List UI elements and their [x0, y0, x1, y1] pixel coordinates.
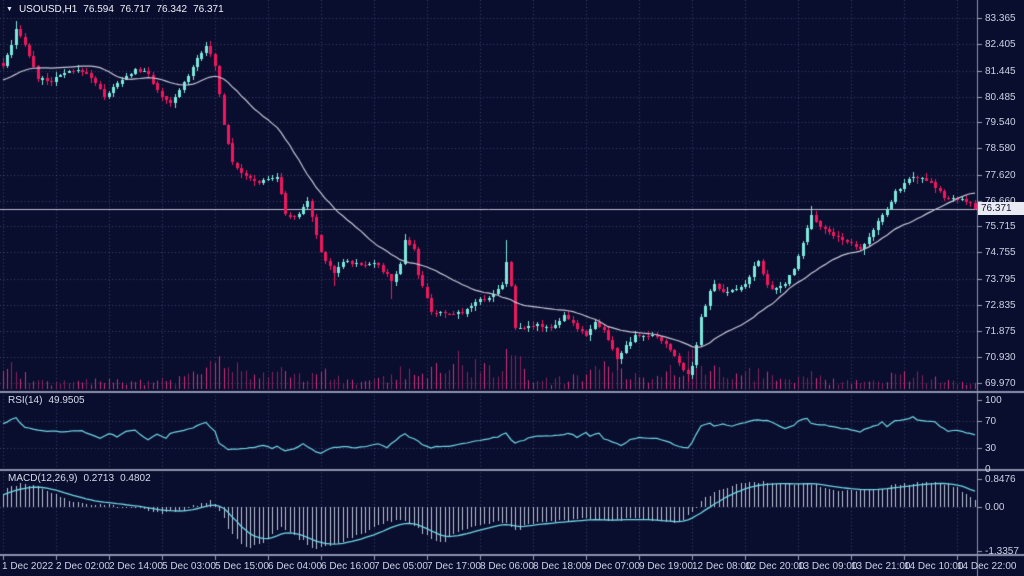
- price-tick-label: 72.835: [985, 300, 1016, 311]
- time-tick-label: 13 Dec 09:00: [798, 561, 858, 572]
- price-tick-label: 83.365: [985, 13, 1016, 24]
- price-tick-label: 71.875: [985, 326, 1016, 337]
- price-tick-label: 79.540: [985, 117, 1016, 128]
- time-tick-label: 13 Dec 21:00: [851, 561, 911, 572]
- rsi-label-bar: RSI(14) 49.9505: [8, 395, 85, 406]
- quote-open: 76.594: [83, 4, 114, 15]
- time-tick-label: 7 Dec 05:00: [374, 561, 428, 572]
- quote-high: 76.717: [119, 4, 151, 15]
- time-tick-label: 8 Dec 06:00: [480, 561, 534, 572]
- time-tick-label: 12 Dec 20:00: [745, 561, 805, 572]
- time-tick-label: 7 Dec 17:00: [427, 561, 481, 572]
- price-tick-label: 76.660: [985, 197, 1016, 207]
- rsi-value: 49.9505: [48, 395, 85, 406]
- symbol-title-bar: ▼ USOUSD,H1 76.594 76.717 76.342 76.371: [6, 4, 224, 15]
- time-tick-label: 2 Dec 14:00: [109, 561, 163, 572]
- macd-tick-label: 0.8476: [985, 474, 1016, 485]
- macd-tick-label: -1.3357: [985, 546, 1019, 557]
- rsi-tick-label: 0: [985, 464, 991, 475]
- time-tick-label: 14 Dec 10:00: [904, 561, 964, 572]
- time-tick-label: 14 Dec 22:00: [957, 561, 1017, 572]
- macd-label: MACD(12,26,9): [8, 473, 78, 484]
- price-tick-label: 82.405: [985, 39, 1016, 50]
- price-tick-label: 69.970: [985, 378, 1016, 389]
- price-tick-label: 75.715: [985, 221, 1016, 232]
- time-tick-label: 9 Dec 07:00: [586, 561, 640, 572]
- time-tick-label: 12 Dec 08:00: [692, 561, 752, 572]
- time-tick-label: 8 Dec 18:00: [533, 561, 587, 572]
- price-tick-label: 74.755: [985, 247, 1016, 258]
- macd-label-bar: MACD(12,26,9) 0.2713 0.4802: [8, 473, 151, 484]
- price-tick-label: 70.930: [985, 352, 1016, 363]
- chevron-down-icon[interactable]: ▼: [6, 6, 13, 13]
- time-tick-label: 2 Dec 02:00: [56, 561, 110, 572]
- current-price-tag: 76.371: [978, 202, 1024, 215]
- time-tick-label: 5 Dec 15:00: [215, 561, 269, 572]
- macd-tick-label: 0.00: [985, 502, 1005, 513]
- time-tick-label: 9 Dec 19:00: [639, 561, 693, 572]
- time-tick-label: 1 Dec 2022: [2, 561, 54, 572]
- quote-low: 76.342: [156, 4, 188, 15]
- price-tick-label: 78.580: [985, 143, 1016, 154]
- price-tick-label: 73.795: [985, 274, 1016, 285]
- price-tick-label: 80.485: [985, 92, 1016, 103]
- rsi-tick-label: 70: [985, 416, 997, 427]
- rsi-label: RSI(14): [8, 395, 43, 406]
- macd-signal-value: 0.4802: [120, 473, 151, 484]
- price-tick-label: 81.445: [985, 66, 1016, 77]
- symbol-name: USOUSD,H1: [18, 4, 78, 15]
- rsi-tick-label: 30: [985, 443, 997, 454]
- time-tick-label: 6 Dec 16:00: [321, 561, 375, 572]
- quote-close: 76.371: [193, 4, 224, 15]
- price-tick-label: 77.620: [985, 170, 1016, 181]
- rsi-tick-label: 100: [985, 395, 1002, 406]
- time-tick-label: 5 Dec 03:00: [162, 561, 216, 572]
- macd-value: 0.2713: [83, 473, 115, 484]
- time-tick-label: 6 Dec 04:00: [268, 561, 322, 572]
